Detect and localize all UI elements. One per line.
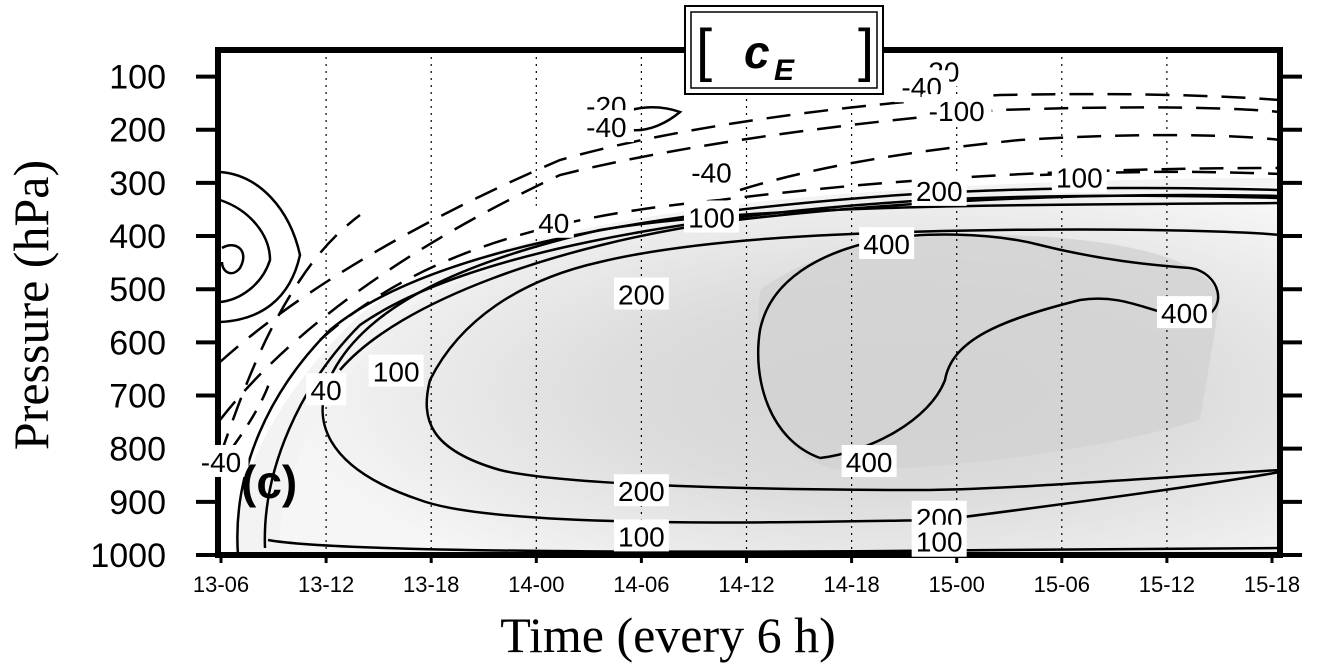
y-tick-label: 900 <box>109 484 166 522</box>
title-box: [ c E ] <box>684 5 884 95</box>
contour-label: 400 <box>846 447 893 478</box>
x-tick-label: 15-18 <box>1244 572 1300 597</box>
contour-left-top <box>219 170 302 324</box>
x-tick-label: 14-00 <box>508 572 564 597</box>
x-tick-label: 13-06 <box>193 572 249 597</box>
contour-left-top-inner <box>219 198 272 304</box>
contour-neg100 <box>739 133 1278 192</box>
contour-label: 100 <box>916 527 963 558</box>
contour-label-bg <box>683 200 739 233</box>
contour-label-bg <box>613 519 669 552</box>
contour-label-bg <box>193 444 249 477</box>
contour-label-bg <box>859 227 915 260</box>
x-tick-label: 15-06 <box>1034 572 1090 597</box>
x-tick-label: 15-00 <box>929 572 985 597</box>
contour-label: 400 <box>863 229 910 260</box>
title-subscript: E <box>774 54 795 87</box>
x-tick-label: 15-12 <box>1139 572 1195 597</box>
contour-label: -40 <box>586 112 626 143</box>
contour-label-bg <box>841 444 897 477</box>
contour-label: -100 <box>929 96 985 127</box>
contour-label: 100 <box>688 202 735 233</box>
contour-200-inner <box>425 228 1278 492</box>
y-tick-label: 500 <box>109 271 166 309</box>
title-bracket-left: [ <box>696 18 712 83</box>
contour-label: 400 <box>1161 298 1208 329</box>
title-symbol: c <box>744 26 770 78</box>
x-tick-label: 13-12 <box>298 572 354 597</box>
contour-label: 100 <box>373 357 420 388</box>
contour-label-bg <box>1156 296 1212 329</box>
contour-100 <box>267 538 1278 553</box>
contour-label-bg <box>368 354 424 387</box>
panel-label: (c) <box>241 456 297 508</box>
y-tick-label: 1000 <box>90 537 166 575</box>
x-tick-label: 14-06 <box>613 572 669 597</box>
contour-label: 100 <box>1056 163 1103 194</box>
contour-neg20 <box>219 92 1278 363</box>
contour-label-bg <box>306 373 347 406</box>
y-tick-label: 400 <box>109 218 166 256</box>
contour-400 <box>756 233 1220 460</box>
contour-label-bg <box>911 524 967 557</box>
contour-label-bg <box>911 173 967 206</box>
contour-label-bg <box>613 277 669 310</box>
contour-label: 200 <box>618 476 665 507</box>
contour-label: 100 <box>618 521 665 552</box>
y-tick-label: 800 <box>109 431 166 469</box>
x-tick-label: 14-18 <box>823 572 879 597</box>
x-axis-title: Time (every 6 h) <box>500 607 836 663</box>
contour-left-top-core <box>220 243 245 275</box>
y-tick-label: 200 <box>109 112 166 150</box>
contour-label-bg <box>683 155 739 188</box>
contour-label: 200 <box>618 280 665 311</box>
x-ticks: 13-06 13-12 13-18 14-00 14-06 14-12 14-18 15-00… <box>193 555 1300 597</box>
y-tick-label: 600 <box>109 324 166 362</box>
contour-label-bg <box>533 205 574 238</box>
title-bracket-right: ] <box>858 18 874 83</box>
x-tick-label: 14-12 <box>718 572 774 597</box>
contour-labels: -20-40-20-40-100-40401002001004002004001… <box>193 54 1212 558</box>
x-tick-label: 13-18 <box>403 572 459 597</box>
contour-label: 40 <box>538 208 569 239</box>
contour-neg40-edge <box>218 214 361 457</box>
contour-neg40 <box>219 106 1278 421</box>
contour-label: -40 <box>201 447 241 478</box>
contour-label-bg <box>921 94 992 127</box>
contour-label: 200 <box>916 176 963 207</box>
y-tick-label: 700 <box>109 378 166 416</box>
y-axis-title: Pressure (hPa) <box>3 160 59 450</box>
shaded-region <box>234 178 1278 555</box>
y-tick-label: 300 <box>109 165 166 203</box>
contour-label-bg <box>613 474 669 507</box>
contour-label: -40 <box>691 157 731 188</box>
contour-label: 40 <box>311 375 342 406</box>
y-ticks: 100 200 300 400 500 600 700 800 900 1000 <box>90 59 1302 575</box>
contour-label-bg <box>1051 160 1107 193</box>
contour-label-bg <box>578 110 634 143</box>
y-tick-label: 100 <box>109 59 166 97</box>
